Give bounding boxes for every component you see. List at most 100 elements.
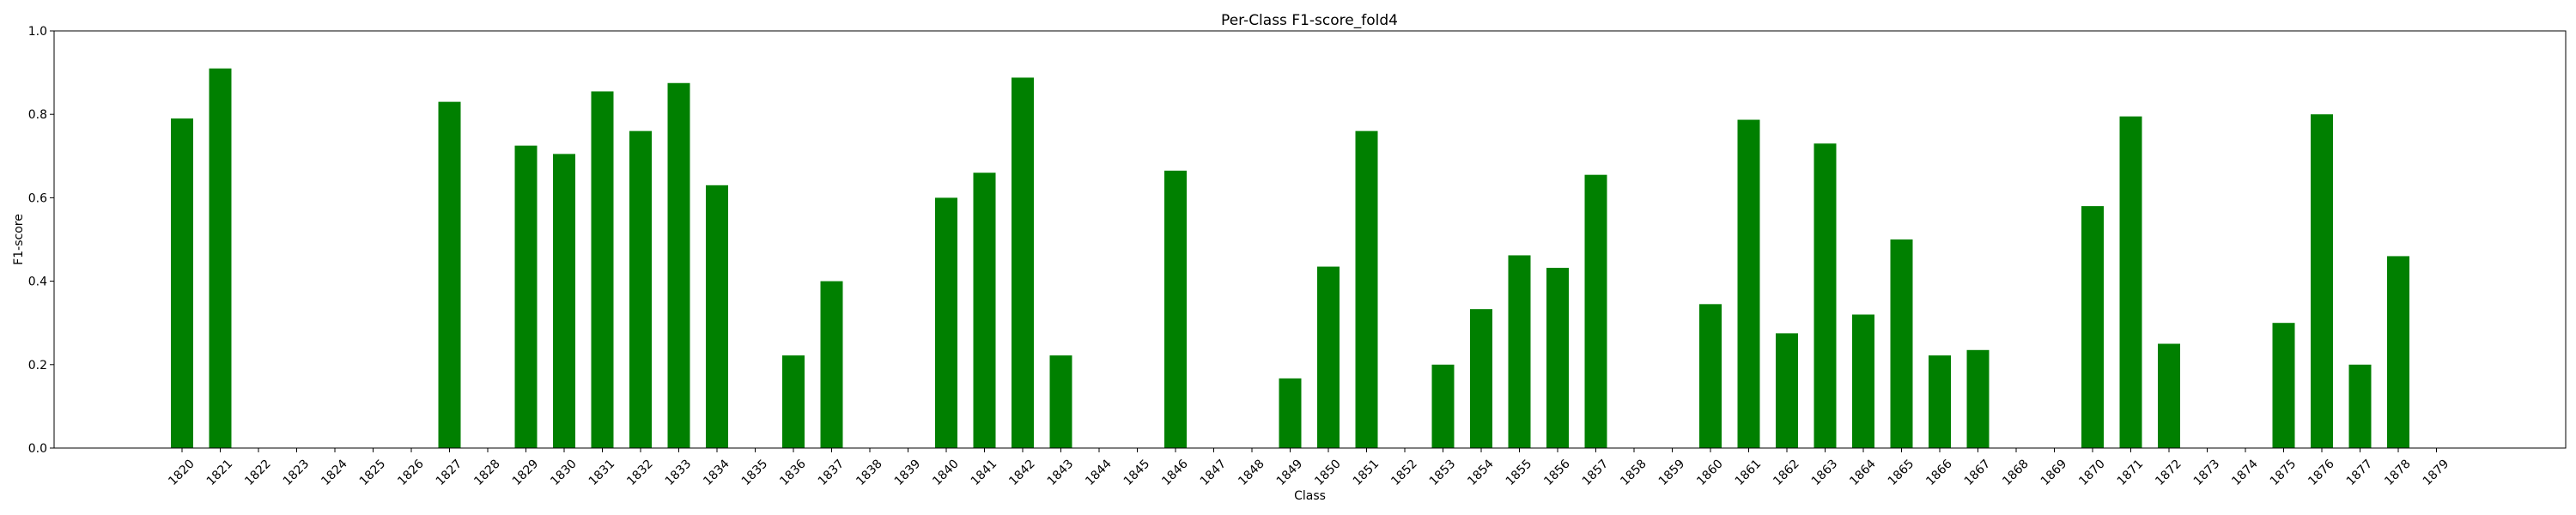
bar-1830	[553, 154, 575, 448]
x-tick-label: 1859	[1656, 457, 1688, 488]
x-tick-label: 1841	[969, 457, 1000, 488]
bar-1846	[1164, 170, 1187, 448]
x-tick-label: 1866	[1923, 457, 1955, 488]
x-tick-label: 1826	[395, 457, 427, 488]
bar-1867	[1966, 349, 1990, 448]
x-tick-label: 1845	[1121, 457, 1153, 488]
bar-1832	[629, 130, 652, 448]
bar-1836	[782, 355, 805, 448]
y-tick-label: 0.0	[28, 442, 47, 456]
bar-1854	[1470, 309, 1492, 448]
x-tick-label: 1863	[1809, 457, 1841, 488]
x-tick-label: 1877	[2344, 457, 2376, 488]
x-tick-label: 1872	[2153, 457, 2184, 488]
x-tick-label: 1824	[319, 457, 350, 488]
x-tick-label: 1857	[1580, 457, 1612, 488]
bar-1842	[1012, 77, 1034, 448]
x-tick-label: 1876	[2306, 457, 2337, 488]
x-tick-label: 1851	[1351, 457, 1382, 488]
x-tick-label: 1858	[1618, 457, 1649, 488]
x-tick-label: 1860	[1694, 457, 1726, 488]
x-tick-label: 1825	[357, 457, 389, 488]
bar-1840	[935, 197, 957, 448]
bar-1865	[1890, 239, 1913, 448]
x-tick-label: 1856	[1541, 457, 1573, 488]
chart-title: Per-Class F1-score_fold4	[1221, 12, 1398, 29]
x-tick-label: 1870	[2076, 457, 2108, 488]
x-tick-label: 1869	[2038, 457, 2070, 488]
x-tick-label: 1822	[242, 457, 274, 488]
bar-1853	[1431, 364, 1455, 448]
x-tick-label: 1821	[204, 457, 236, 488]
x-axis-title: Class	[1294, 489, 1326, 503]
x-tick-label: 1839	[892, 457, 924, 488]
plot-frame	[53, 30, 2567, 449]
x-tick-label: 1836	[777, 457, 809, 488]
x-tick-label: 1829	[510, 457, 542, 488]
bars-group	[171, 68, 2409, 449]
bar-1834	[706, 185, 728, 448]
bar-1841	[973, 173, 996, 449]
bar-1829	[514, 145, 538, 448]
x-axis-ticks: 1820 1821 1822 1823 1824 1825 1826 1827 1828 1829…	[166, 448, 2451, 488]
x-tick-label: 1837	[816, 457, 848, 488]
x-tick-label: 1871	[2115, 457, 2147, 488]
y-tick-label: 0.8	[28, 108, 47, 122]
x-tick-label: 1853	[1427, 457, 1459, 488]
x-tick-label: 1862	[1771, 457, 1802, 488]
x-tick-label: 1843	[1045, 457, 1077, 488]
bar-1821	[209, 68, 232, 449]
x-tick-label: 1868	[2000, 457, 2032, 488]
x-tick-label: 1827	[434, 457, 465, 488]
x-tick-label: 1854	[1465, 457, 1497, 488]
bar-1855	[1508, 255, 1531, 448]
x-tick-label: 1844	[1083, 457, 1115, 488]
x-tick-label: 1875	[2268, 457, 2300, 488]
x-tick-label: 1848	[1236, 457, 1267, 488]
x-tick-label: 1850	[1312, 457, 1344, 488]
bar-1851	[1355, 130, 1378, 448]
bar-1833	[667, 82, 690, 448]
bar-1864	[1852, 314, 1874, 448]
x-tick-label: 1855	[1504, 457, 1535, 488]
bar-1856	[1546, 268, 1569, 448]
bar-1820	[171, 118, 193, 448]
x-tick-label: 1867	[1962, 457, 1994, 488]
x-tick-label: 1828	[471, 457, 503, 488]
bar-1863	[1814, 143, 1837, 448]
x-tick-label: 1878	[2382, 457, 2414, 488]
x-tick-label: 1847	[1198, 457, 1230, 488]
bar-1876	[2311, 114, 2333, 448]
y-tick-label: 1.0	[28, 25, 47, 39]
x-tick-label: 1830	[548, 457, 580, 488]
x-tick-label: 1879	[2421, 457, 2452, 488]
bar-1843	[1049, 355, 1072, 448]
bar-1866	[1929, 355, 1951, 448]
y-tick-label: 0.2	[28, 359, 47, 373]
bar-1870	[2081, 206, 2104, 448]
bar-1857	[1584, 174, 1607, 449]
x-tick-label: 1833	[663, 457, 695, 488]
bar-1831	[591, 91, 614, 448]
x-tick-label: 1846	[1159, 457, 1191, 488]
x-tick-label: 1864	[1847, 457, 1879, 488]
x-tick-label: 1852	[1388, 457, 1420, 488]
bar-1837	[820, 281, 843, 448]
bar-1878	[2387, 256, 2409, 448]
x-tick-label: 1873	[2191, 457, 2223, 488]
x-tick-label: 1838	[854, 457, 885, 488]
bar-1850	[1317, 266, 1340, 448]
y-tick-label: 0.6	[28, 191, 47, 205]
y-axis-title: F1-score	[12, 214, 26, 265]
x-tick-label: 1849	[1274, 457, 1306, 488]
bar-1849	[1279, 378, 1302, 448]
x-tick-label: 1820	[166, 457, 197, 488]
x-tick-label: 1842	[1006, 457, 1038, 488]
bar-1872	[2158, 343, 2180, 448]
x-tick-label: 1861	[1733, 457, 1765, 488]
x-tick-label: 1832	[624, 457, 656, 488]
x-tick-label: 1835	[739, 457, 771, 488]
x-tick-label: 1831	[586, 457, 618, 488]
bar-1861	[1737, 119, 1760, 448]
